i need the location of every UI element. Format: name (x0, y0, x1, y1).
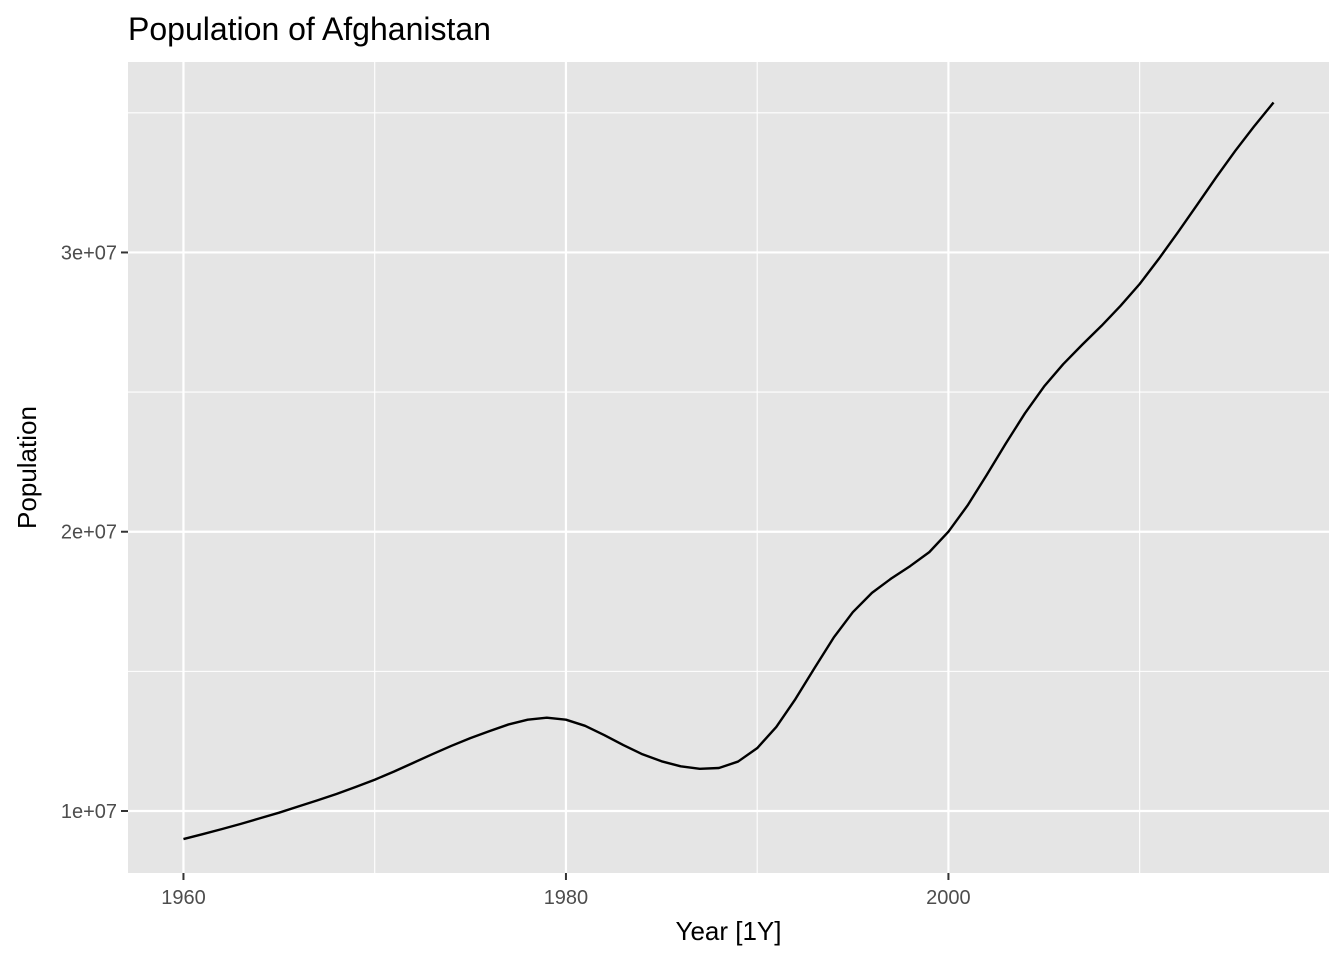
x-tick-label: 1980 (544, 887, 589, 909)
y-axis-title: Population (12, 406, 42, 529)
y-tick-label: 1e+07 (61, 801, 117, 823)
x-axis: 1960 1980 2000 (161, 873, 971, 909)
y-axis: 1e+07 2e+07 3e+07 (61, 242, 128, 823)
x-axis-title: Year [1Y] (675, 916, 781, 946)
chart-title: Population of Afghanistan (128, 11, 491, 47)
y-tick-label: 2e+07 (61, 522, 117, 544)
population-series-line (183, 101, 1275, 841)
x-tick-label: 1960 (161, 887, 206, 909)
plot-panel (128, 62, 1329, 873)
y-tick-label: 3e+07 (61, 242, 117, 264)
grid-major (128, 62, 1329, 873)
x-tick-label: 2000 (926, 887, 971, 909)
grid-minor (128, 62, 1329, 873)
